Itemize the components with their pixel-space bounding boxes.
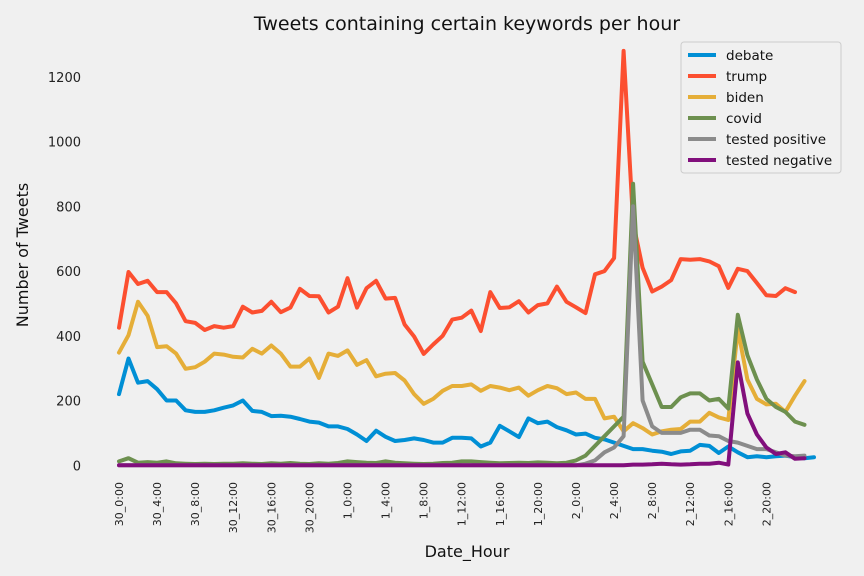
x-tick-label: 30_8:00 bbox=[189, 482, 202, 526]
series-line-tested-negative bbox=[117, 360, 807, 468]
x-tick-label: 30_20:00 bbox=[303, 482, 316, 533]
x-tick-label: 1_8:00 bbox=[418, 482, 431, 519]
y-tick-label: 800 bbox=[56, 200, 81, 215]
x-axis-label: Date_Hour bbox=[425, 542, 510, 562]
series-line-biden bbox=[117, 299, 807, 437]
x-tick-label: 2_4:00 bbox=[608, 482, 621, 519]
y-axis-label: Number of Tweets bbox=[13, 183, 32, 327]
legend-label-tested-positive: tested positive bbox=[726, 132, 826, 148]
series-line-trump bbox=[117, 48, 797, 356]
x-tick-label: 2_8:00 bbox=[646, 482, 659, 519]
x-tick-label: 1_0:00 bbox=[341, 482, 354, 519]
x-tick-label: 30_0:00 bbox=[113, 482, 126, 526]
y-tick-label: 600 bbox=[56, 265, 81, 280]
x-tick-label: 2_12:00 bbox=[684, 482, 697, 526]
chart-title: Tweets containing certain keywords per h… bbox=[253, 13, 680, 35]
x-tick-label: 2_0:00 bbox=[570, 482, 583, 519]
x-tick-label: 1_20:00 bbox=[532, 482, 545, 526]
legend-box bbox=[680, 41, 842, 174]
y-tick-label: 400 bbox=[56, 330, 81, 345]
x-axis-ticks: 30_0:00 30_4:00 30_8:00 30_12:00 30_16:00 30_… bbox=[113, 482, 773, 533]
x-tick-label: 30_4:00 bbox=[151, 482, 164, 526]
legend: debate trump biden covid tested positive test… bbox=[680, 41, 842, 174]
y-tick-label: 0 bbox=[73, 459, 81, 474]
y-tick-label: 1000 bbox=[48, 136, 81, 151]
y-tick-label: 200 bbox=[56, 395, 81, 410]
legend-label-covid: covid bbox=[726, 111, 762, 127]
legend-label-tested-negative: tested negative bbox=[726, 153, 832, 169]
y-axis-ticks: 0 200 400 600 800 1000 1200 bbox=[48, 71, 81, 474]
series-lines bbox=[117, 48, 816, 468]
x-tick-label: 1_4:00 bbox=[380, 482, 393, 519]
series-line-debate bbox=[117, 356, 816, 461]
legend-label-biden: biden bbox=[726, 90, 764, 106]
x-tick-label: 2_20:00 bbox=[760, 482, 773, 526]
legend-label-trump: trump bbox=[726, 69, 767, 85]
x-tick-label: 30_12:00 bbox=[227, 482, 240, 533]
x-tick-label: 1_12:00 bbox=[456, 482, 469, 526]
y-tick-label: 1200 bbox=[48, 71, 81, 86]
legend-label-debate: debate bbox=[726, 48, 773, 64]
x-tick-label: 1_16:00 bbox=[494, 482, 507, 526]
x-tick-label: 30_16:00 bbox=[265, 482, 278, 533]
x-tick-label: 2_16:00 bbox=[722, 482, 735, 526]
